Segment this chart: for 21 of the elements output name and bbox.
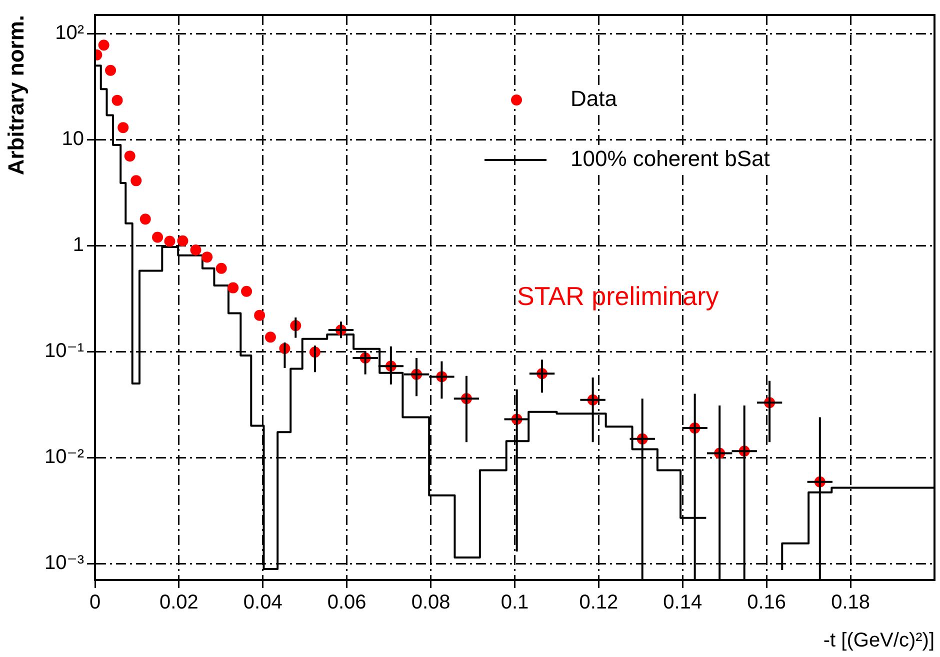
y-tick-label: 10 [62, 128, 84, 150]
x-tick-label: 0.1 [500, 592, 529, 614]
x-tick-label: 0.16 [747, 592, 786, 614]
x-tick-label: 0.14 [663, 592, 702, 614]
y-tick-label: 10⁻² [44, 446, 84, 468]
x-tick-label: 0.06 [327, 592, 366, 614]
x-tick-label: 0.12 [579, 592, 618, 614]
y-tick-label: 10⁻¹ [44, 340, 84, 362]
x-axis-title: -t [(GeV/c)²)] [823, 630, 934, 652]
legend-label: 100% coherent bSat [570, 146, 770, 172]
x-tick-label: 0.04 [243, 592, 282, 614]
annotation: STAR preliminary [517, 281, 719, 312]
legend-label: Data [570, 86, 618, 112]
y-tick-label: 10⁻³ [44, 552, 84, 574]
y-axis-title: Arbitrary norm. [3, 15, 28, 176]
x-tick-label: 0.02 [159, 592, 198, 614]
x-tick-label: 0 [89, 592, 101, 614]
x-tick-label: 0.08 [411, 592, 450, 614]
x-tick-label: 0.18 [831, 592, 870, 614]
y-tick-label: 10² [55, 22, 84, 44]
y-tick-label: 1 [72, 234, 84, 256]
